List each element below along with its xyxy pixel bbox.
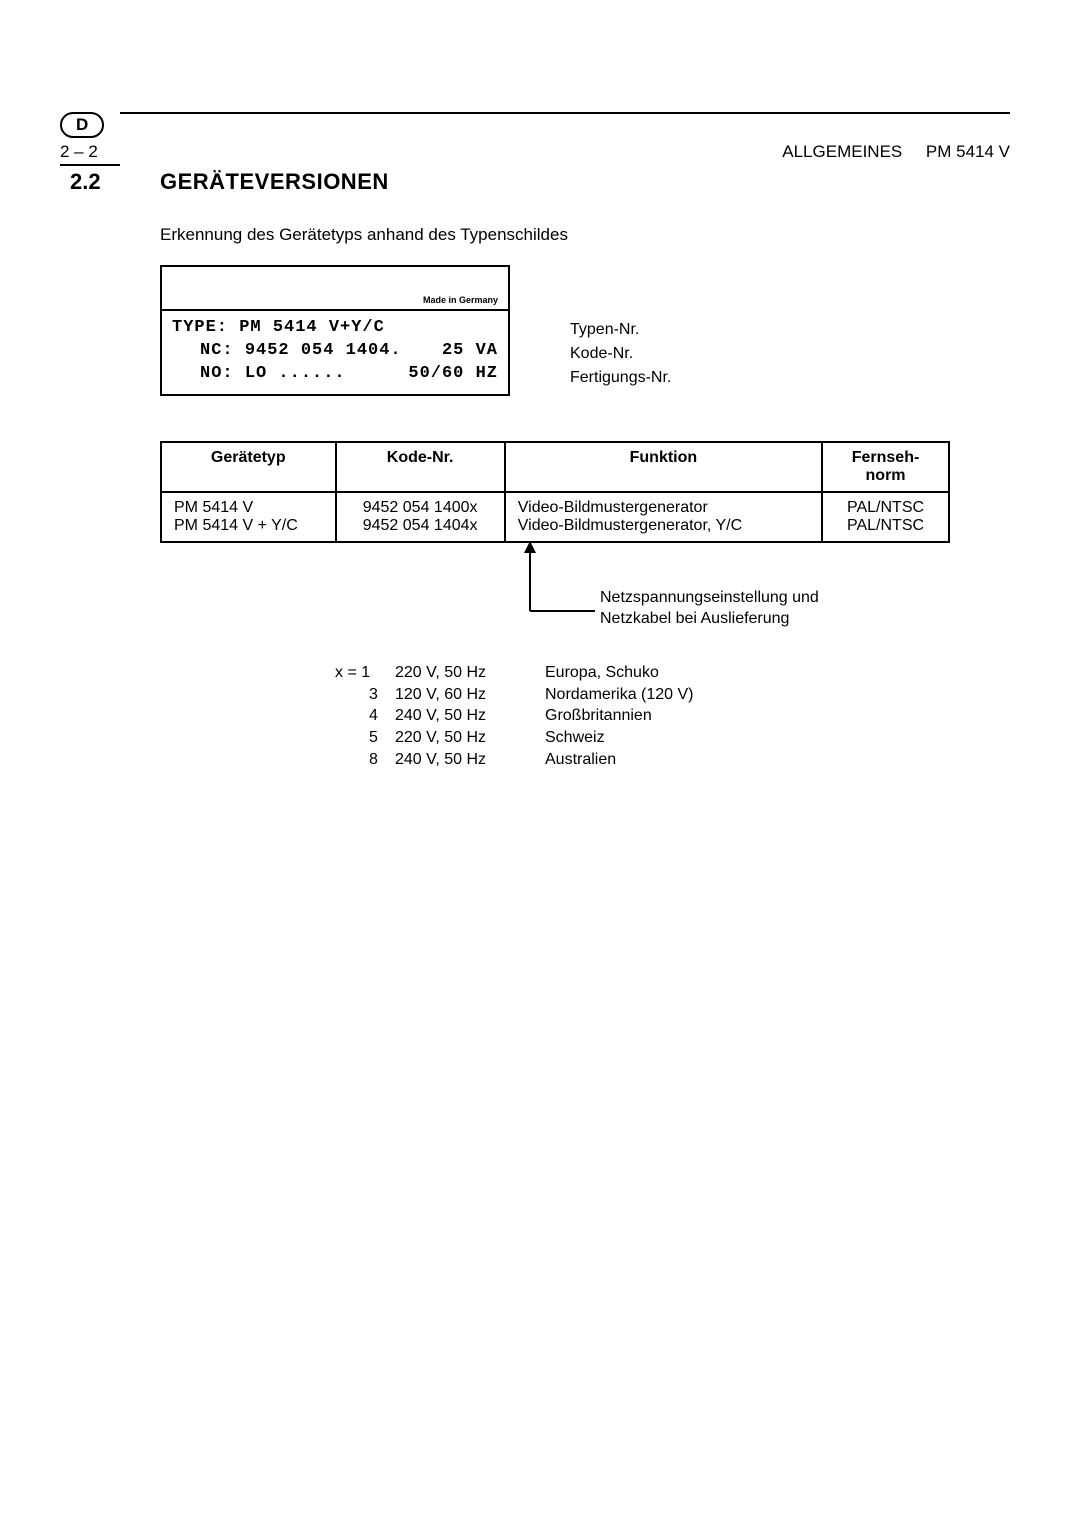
cell-text: Video-Bildmustergenerator: [518, 499, 809, 517]
arrow-note-area: Netzspannungseinstellung und Netzkabel b…: [160, 543, 1010, 633]
language-badge: D: [60, 112, 104, 138]
header-right: ALLGEMEINES PM 5414 V: [782, 142, 1010, 162]
header-section: ALLGEMEINES: [782, 142, 902, 161]
td-func: Video-Bildmustergenerator Video-Bildmust…: [505, 492, 822, 542]
vt-x: 3: [325, 685, 395, 706]
tp-type-label: TYPE:: [172, 318, 228, 337]
intro-text: Erkennung des Gerätetyps anhand des Type…: [160, 225, 1010, 245]
typeplate-box: Made in Germany TYPE: PM 5414 V+Y/C NC: …: [160, 265, 510, 396]
legend-fertigung: Fertigungs-Nr.: [570, 366, 671, 390]
tp-no-label: NO:: [200, 364, 234, 383]
cell-text: PAL/NTSC: [835, 499, 936, 517]
td-type: PM 5414 V PM 5414 V + Y/C: [161, 492, 336, 542]
section-heading: 2.2 GERÄTEVERSIONEN: [70, 169, 1010, 195]
table-row: PM 5414 V PM 5414 V + Y/C 9452 054 1400x…: [161, 492, 949, 542]
section-number: 2.2: [70, 169, 160, 195]
arrow-icon: [460, 541, 600, 616]
vt-v: 220 V, 50 Hz: [395, 663, 545, 684]
vt-region: Europa, Schuko: [545, 663, 765, 684]
th-type: Gerätetyp: [161, 442, 336, 492]
header-rule: [120, 112, 1010, 114]
vt-region: Australien: [545, 750, 765, 771]
table-header-row: Gerätetyp Kode-Nr. Funktion Fernseh- nor…: [161, 442, 949, 492]
section-title: GERÄTEVERSIONEN: [160, 169, 389, 195]
vt-v: 240 V, 50 Hz: [395, 750, 545, 771]
device-table: Gerätetyp Kode-Nr. Funktion Fernseh- nor…: [160, 441, 950, 543]
page-header: D 2 – 2 ALLGEMEINES PM 5414 V: [70, 112, 1010, 114]
vt-v: 220 V, 50 Hz: [395, 728, 545, 749]
legend-kode: Kode-Nr.: [570, 342, 671, 366]
tp-nc-label: NC:: [200, 341, 234, 360]
page-number: 2 – 2: [60, 142, 120, 166]
cell-text: Video-Bildmustergenerator, Y/C: [518, 517, 809, 535]
voltage-list: x = 1 220 V, 50 Hz Europa, Schuko 3 120 …: [325, 663, 1010, 771]
vt-v: 240 V, 50 Hz: [395, 706, 545, 727]
cell-text: 9452 054 1400x: [349, 499, 492, 517]
arrow-note-l1: Netzspannungseinstellung und: [600, 588, 819, 609]
vt-x: 4: [325, 706, 395, 727]
arrow-note-l2: Netzkabel bei Auslieferung: [600, 609, 819, 630]
typeplate-body: TYPE: PM 5414 V+Y/C NC: 9452 054 1404. 2…: [162, 311, 508, 394]
cell-text: 9452 054 1404x: [349, 517, 492, 535]
cell-text: PM 5414 V: [174, 499, 323, 517]
td-kode: 9452 054 1400x 9452 054 1404x: [336, 492, 505, 542]
typeplate-made-in: Made in Germany: [162, 267, 508, 311]
th-func: Funktion: [505, 442, 822, 492]
arrow-note-text: Netzspannungseinstellung und Netzkabel b…: [600, 588, 819, 630]
legend-type: Typen-Nr.: [570, 318, 671, 342]
td-norm: PAL/NTSC PAL/NTSC: [822, 492, 949, 542]
tp-nc-value: 9452 054 1404.: [245, 341, 402, 360]
cell-text: PAL/NTSC: [835, 517, 936, 535]
typeplate-legend: Typen-Nr. Kode-Nr. Fertigungs-Nr.: [570, 318, 671, 396]
vt-region: Nordamerika (120 V): [545, 685, 765, 706]
tp-va: 25 VA: [442, 340, 498, 363]
vt-region: Großbritannien: [545, 706, 765, 727]
vt-region: Schweiz: [545, 728, 765, 749]
vt-x: 5: [325, 728, 395, 749]
th-norm: Fernseh- norm: [822, 442, 949, 492]
header-model: PM 5414 V: [926, 142, 1010, 161]
cell-text: PM 5414 V + Y/C: [174, 517, 323, 535]
vt-v: 120 V, 60 Hz: [395, 685, 545, 706]
typeplate-row: Made in Germany TYPE: PM 5414 V+Y/C NC: …: [160, 265, 1010, 396]
tp-no-value: LO ......: [245, 364, 346, 383]
vt-x: x = 1: [325, 663, 395, 684]
vt-x: 8: [325, 750, 395, 771]
tp-type-value: PM 5414 V+Y/C: [239, 318, 385, 337]
tp-hz: 50/60 HZ: [408, 363, 498, 386]
th-kode: Kode-Nr.: [336, 442, 505, 492]
